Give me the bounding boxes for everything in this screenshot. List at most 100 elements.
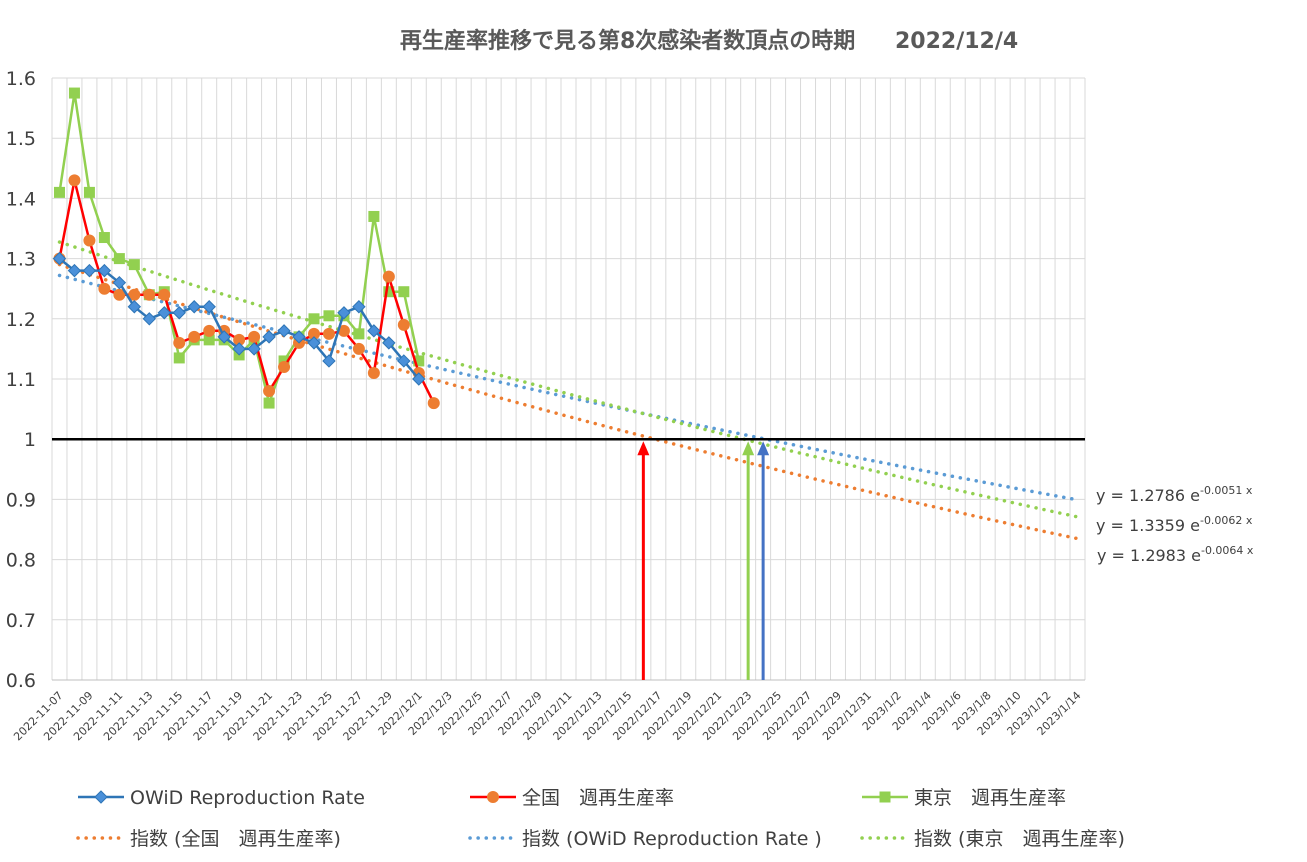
data-point [217, 330, 231, 344]
data-point [53, 186, 65, 198]
trend-equation-exponent: -0.0064 x [1201, 544, 1254, 557]
legend-entry: 指数 (東京 週再生産率) [860, 828, 1125, 850]
arrows [637, 441, 770, 680]
data-point [247, 342, 261, 356]
arrow-head [742, 441, 755, 456]
trend-equation: y = 1.3359 e-0.0062 x [1096, 514, 1253, 535]
data-point [98, 282, 111, 295]
data-point [398, 286, 410, 298]
trendline [57, 240, 1080, 519]
data-point [112, 275, 127, 290]
trend-equation-base: y = 1.2983 e [1097, 546, 1201, 565]
data-point [143, 288, 156, 301]
chart-title-text: 再生産率推移で見る第8次感染者数頂点の時期 [400, 28, 855, 54]
data-point [142, 312, 157, 326]
data-point [82, 263, 97, 278]
data-point [83, 234, 96, 247]
data-point [263, 385, 276, 398]
data-point [323, 310, 335, 322]
legend-label: 指数 (東京 週再生産率) [914, 828, 1125, 850]
data-point [158, 288, 171, 301]
data-point [879, 791, 891, 803]
trend-equations: y = 1.2786 e-0.0051 x y = 1.3359 e-0.0062… [1096, 484, 1254, 565]
data-point [367, 366, 380, 379]
y-tick-label: 0.9 [6, 489, 36, 511]
data-point [487, 791, 499, 803]
chart-date: 2022/12/4 [895, 29, 1018, 54]
data-point [413, 355, 425, 367]
data-point [173, 336, 186, 349]
trend-equation: y = 1.2786 e-0.0051 x [1096, 484, 1253, 505]
legend-label: 全国 週再生産率 [522, 787, 674, 809]
data-point [113, 253, 125, 265]
legend-label: 指数 (OWiD Reproduction Rate ) [522, 828, 822, 850]
series-1 [53, 174, 440, 410]
data-point [202, 300, 216, 314]
legend-entry: 全国 週再生産率 [470, 787, 674, 809]
data-point [68, 87, 80, 99]
data-point [98, 232, 110, 244]
y-tick-label: 1.6 [6, 68, 36, 90]
y-tick-label: 1.3 [6, 249, 36, 271]
data-point [128, 288, 141, 301]
data-point [113, 288, 126, 301]
data-point [233, 333, 246, 346]
data-point [94, 790, 108, 804]
trendline [57, 262, 1080, 541]
chart-title: 再生産率推移で見る第8次感染者数頂点の時期 2022/12/4 [400, 28, 1018, 54]
data-point [232, 342, 246, 356]
data-point [427, 397, 440, 410]
trend-equation-base: y = 1.2786 e [1096, 486, 1200, 505]
data-point [203, 334, 215, 346]
data-point [278, 360, 291, 373]
data-point [308, 313, 320, 325]
legend-label: 指数 (全国 週再生産率) [130, 828, 341, 850]
y-tick-label: 1 [24, 429, 36, 451]
data-point [172, 306, 186, 320]
grid [51, 77, 1086, 681]
data-point [397, 354, 411, 368]
y-tick-label: 0.8 [6, 550, 36, 572]
data-point [157, 306, 171, 320]
legend-entry: OWiD Reproduction Rate [78, 787, 365, 809]
y-tick-label: 1.4 [6, 188, 36, 210]
data-point [83, 186, 95, 198]
y-axis-ticks: 1.6 1.5 1.4 1.3 1.2 1.1 1 0.9 0.8 0.7 0.6 [6, 68, 36, 692]
data-point [277, 324, 291, 338]
data-point [187, 300, 201, 314]
arrow-head [757, 441, 770, 456]
data-point [67, 263, 82, 278]
y-tick-label: 1.2 [6, 309, 36, 331]
data-point [52, 251, 67, 266]
data-point [68, 174, 81, 187]
data-point [322, 354, 336, 368]
data-series [52, 87, 440, 410]
trend-equation-base: y = 1.3359 e [1096, 516, 1200, 535]
data-point [307, 327, 320, 340]
trend-equation-exponent: -0.0051 x [1200, 484, 1253, 497]
x-axis-ticks: 2022-11-072022-11-092022-11-112022-11-13… [11, 689, 1083, 743]
y-tick-label: 0.7 [6, 610, 36, 632]
data-point [382, 270, 395, 283]
data-point [248, 330, 261, 343]
data-point [203, 324, 216, 337]
data-point [127, 300, 142, 314]
trend-equation: y = 1.2983 e-0.0064 x [1097, 544, 1254, 565]
legend-entry: 東京 週再生産率 [862, 787, 1066, 809]
data-point [188, 330, 201, 343]
legend-entry: 指数 (OWiD Reproduction Rate ) [468, 828, 822, 850]
data-point [397, 318, 410, 331]
data-point [337, 324, 350, 337]
y-tick-label: 1.5 [6, 128, 36, 150]
trendlines [57, 240, 1080, 541]
data-point [307, 336, 321, 350]
legend: OWiD Reproduction Rate 全国 週再生産率 東京 週再生産率指数… [76, 787, 1125, 850]
data-point [382, 336, 396, 350]
legend-entry: 指数 (全国 週再生産率) [76, 828, 341, 850]
data-point [368, 210, 380, 222]
data-point [367, 324, 381, 338]
data-point [97, 263, 112, 278]
data-point [352, 342, 365, 355]
data-point [128, 259, 140, 271]
trend-equation-exponent: -0.0062 x [1200, 514, 1253, 527]
